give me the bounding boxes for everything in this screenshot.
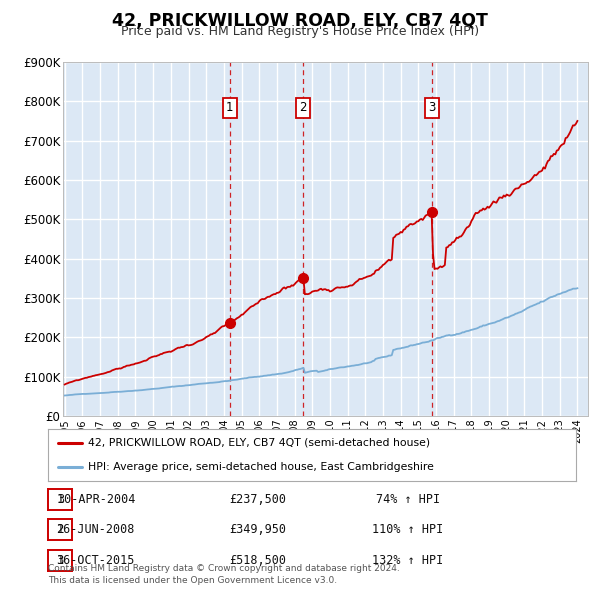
Text: 1: 1 bbox=[226, 101, 233, 114]
Text: 74% ↑ HPI: 74% ↑ HPI bbox=[376, 493, 440, 506]
Text: 2: 2 bbox=[299, 101, 307, 114]
Text: 30-APR-2004: 30-APR-2004 bbox=[57, 493, 135, 506]
Text: 42, PRICKWILLOW ROAD, ELY, CB7 4QT (semi-detached house): 42, PRICKWILLOW ROAD, ELY, CB7 4QT (semi… bbox=[88, 438, 430, 448]
Text: Price paid vs. HM Land Registry's House Price Index (HPI): Price paid vs. HM Land Registry's House … bbox=[121, 25, 479, 38]
Text: 132% ↑ HPI: 132% ↑ HPI bbox=[373, 554, 443, 567]
Text: 16-JUN-2008: 16-JUN-2008 bbox=[57, 523, 135, 536]
Text: £349,950: £349,950 bbox=[229, 523, 287, 536]
Text: 16-OCT-2015: 16-OCT-2015 bbox=[57, 554, 135, 567]
Text: 3: 3 bbox=[428, 101, 436, 114]
Text: 1: 1 bbox=[56, 493, 64, 506]
Text: £518,500: £518,500 bbox=[229, 554, 287, 567]
Text: This data is licensed under the Open Government Licence v3.0.: This data is licensed under the Open Gov… bbox=[48, 576, 337, 585]
Text: 2: 2 bbox=[56, 523, 64, 536]
Text: Contains HM Land Registry data © Crown copyright and database right 2024.: Contains HM Land Registry data © Crown c… bbox=[48, 565, 400, 573]
Text: 110% ↑ HPI: 110% ↑ HPI bbox=[373, 523, 443, 536]
Text: HPI: Average price, semi-detached house, East Cambridgeshire: HPI: Average price, semi-detached house,… bbox=[88, 462, 433, 472]
Text: £237,500: £237,500 bbox=[229, 493, 287, 506]
Text: 42, PRICKWILLOW ROAD, ELY, CB7 4QT: 42, PRICKWILLOW ROAD, ELY, CB7 4QT bbox=[112, 12, 488, 30]
Text: 3: 3 bbox=[56, 554, 64, 567]
